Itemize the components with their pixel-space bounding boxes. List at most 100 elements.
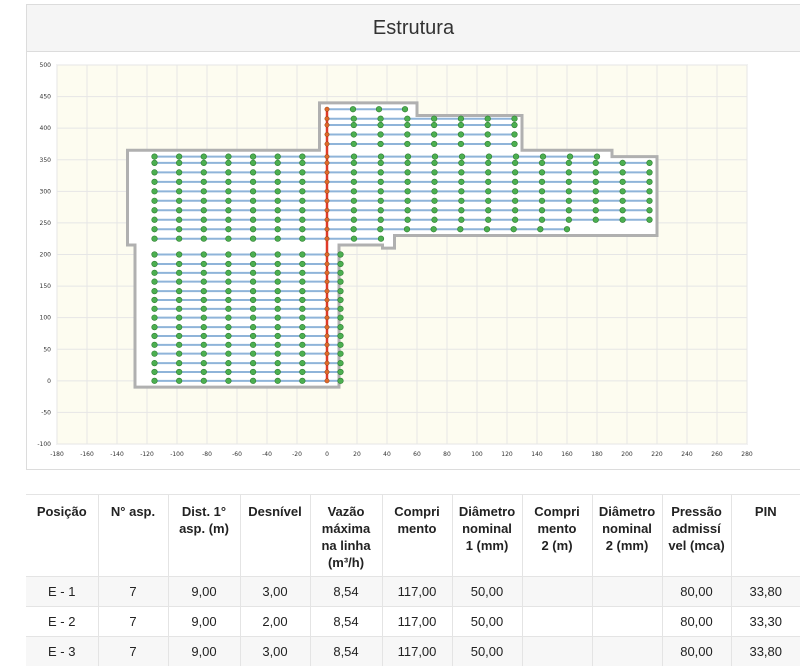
- sprinkler-head: [566, 170, 572, 176]
- sprinkler-head: [152, 270, 158, 276]
- sprinkler-head: [275, 236, 281, 242]
- sprinkler-head: [152, 288, 158, 294]
- sprinkler-head: [275, 378, 281, 384]
- sprinkler-head: [378, 226, 384, 232]
- sprinkler-head: [512, 160, 518, 166]
- sprinkler-head: [250, 279, 256, 285]
- table-cell: 9,00: [168, 607, 240, 637]
- column-header-text: mento: [538, 521, 577, 536]
- sprinkler-head: [226, 226, 232, 232]
- sprinkler-head: [647, 170, 653, 176]
- sprinkler-head: [152, 226, 158, 232]
- sprinkler-head: [647, 189, 653, 195]
- sprinkler-head: [250, 179, 256, 185]
- sprinkler-head: [405, 116, 411, 122]
- sprinkler-head: [647, 217, 653, 223]
- sprinkler-head: [176, 351, 182, 357]
- table-cell: 3,00: [240, 577, 310, 607]
- sprinkler-head: [647, 198, 653, 204]
- table-cell: 2,00: [240, 607, 310, 637]
- y-tick-label: 300: [40, 188, 52, 195]
- sprinkler-head: [405, 132, 411, 138]
- sprinkler-head: [511, 226, 517, 232]
- sprinkler-head: [226, 154, 232, 160]
- sprinkler-head: [485, 189, 491, 195]
- sprinkler-head: [201, 351, 207, 357]
- sprinkler-head: [405, 207, 411, 213]
- column-header-text: asp. (m): [179, 521, 229, 536]
- sprinkler-head: [201, 270, 207, 276]
- column-header-text: (m³/h): [328, 555, 364, 570]
- branch-connection-node: [325, 142, 329, 146]
- branch-connection-node: [325, 237, 329, 241]
- sprinkler-head: [275, 261, 281, 267]
- sprinkler-head: [402, 106, 408, 112]
- table-cell: 3,00: [240, 637, 310, 666]
- y-tick-label: 400: [40, 125, 52, 132]
- sprinkler-head: [152, 306, 158, 312]
- sprinkler-head: [176, 217, 182, 223]
- sprinkler-head: [152, 170, 158, 176]
- sprinkler-head: [351, 207, 357, 213]
- y-tick-label: -50: [41, 409, 51, 416]
- table-cell: 7: [98, 607, 168, 637]
- sprinkler-head: [201, 378, 207, 384]
- sprinkler-head: [152, 207, 158, 213]
- branch-connection-node: [325, 170, 329, 174]
- sprinkler-head: [566, 217, 572, 223]
- sprinkler-head: [432, 198, 438, 204]
- sprinkler-head: [338, 324, 344, 330]
- x-tick-label: 60: [413, 451, 421, 458]
- sprinkler-head: [338, 297, 344, 303]
- sprinkler-head: [201, 261, 207, 267]
- column-header-text: 1 (mm): [466, 538, 509, 553]
- sprinkler-head: [152, 179, 158, 185]
- sprinkler-head: [176, 288, 182, 294]
- column-header-text: Compri: [534, 504, 580, 519]
- sprinkler-head: [405, 179, 411, 185]
- sprinkler-head: [201, 279, 207, 285]
- sprinkler-head: [566, 179, 572, 185]
- sprinkler-head: [176, 160, 182, 166]
- column-header-text: vel (mca): [668, 538, 724, 553]
- sprinkler-head: [250, 333, 256, 339]
- sprinkler-head: [201, 236, 207, 242]
- sprinkler-head: [350, 106, 356, 112]
- column-header-text: Diâmetro: [459, 504, 515, 519]
- sprinkler-head: [152, 378, 158, 384]
- sprinkler-head: [250, 369, 256, 375]
- sprinkler-head: [152, 360, 158, 366]
- sprinkler-head: [593, 198, 599, 204]
- sprinkler-head: [485, 179, 491, 185]
- sprinkler-head: [250, 378, 256, 384]
- sprinkler-head: [275, 189, 281, 195]
- sprinkler-head: [176, 315, 182, 321]
- sprinkler-head: [300, 351, 306, 357]
- sprinkler-head: [512, 179, 518, 185]
- column-header-text: PIN: [755, 504, 777, 519]
- sprinkler-head: [226, 252, 232, 258]
- sprinkler-head: [512, 217, 518, 223]
- sprinkler-head: [201, 288, 207, 294]
- branch-connection-node: [325, 334, 329, 338]
- sprinkler-head: [593, 179, 599, 185]
- y-tick-label: 250: [40, 220, 52, 227]
- y-tick-label: 200: [40, 252, 52, 259]
- sprinkler-head: [566, 160, 572, 166]
- table-cell: 33,80: [731, 577, 800, 607]
- sprinkler-head: [431, 132, 437, 138]
- sprinkler-head: [351, 122, 357, 128]
- column-header-text: admissí: [672, 521, 720, 536]
- sprinkler-head: [512, 189, 518, 195]
- column-header-text: máxima: [322, 521, 370, 536]
- sprinkler-head: [485, 217, 491, 223]
- y-tick-label: 0: [47, 378, 51, 385]
- sprinkler-head: [152, 189, 158, 195]
- sprinkler-head: [620, 189, 626, 195]
- sprinkler-head: [378, 116, 384, 122]
- sprinkler-head: [539, 189, 545, 195]
- table-cell: 7: [98, 637, 168, 666]
- sprinkler-head: [458, 141, 464, 147]
- sprinkler-head: [459, 179, 465, 185]
